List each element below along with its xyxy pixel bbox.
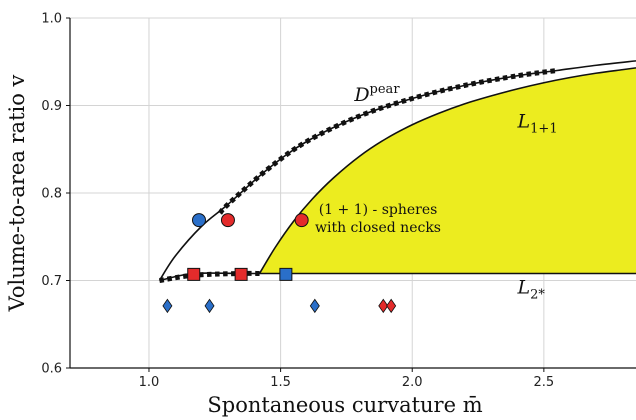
curve-label: L2* <box>517 277 546 303</box>
series-1-solid <box>159 272 636 282</box>
diamond-marker <box>386 298 397 314</box>
x-tick-label: 2.5 <box>534 375 555 390</box>
region-fill <box>259 67 636 274</box>
curve-label: Dpear <box>353 82 400 106</box>
x-tick-label: 1.5 <box>270 375 291 390</box>
square-marker <box>279 267 293 281</box>
y-tick-label: 0.9 <box>41 99 62 114</box>
annotations: (1 + 1) - spheres with closed necks Dpear L… <box>315 82 558 303</box>
circle-marker <box>294 213 309 228</box>
region-label-line1: (1 + 1) - spheres <box>319 202 438 218</box>
series-0-solid <box>258 67 636 274</box>
y-tick-label: 1.0 <box>41 12 62 27</box>
y-tick-label: 0.7 <box>41 274 62 289</box>
diamond-marker <box>204 298 215 314</box>
square-marker <box>234 267 248 281</box>
markers <box>162 213 397 314</box>
x-axis-title: Spontaneous curvature m̄ <box>207 393 482 417</box>
y-tick-label: 0.6 <box>41 362 62 377</box>
diamond-marker <box>162 298 173 314</box>
series-2-dotted <box>159 270 260 283</box>
tick-labels: 1.0 1.5 2.0 2.5 0.6 0.7 0.8 0.9 1.0 <box>41 12 554 391</box>
circle-marker <box>220 213 235 228</box>
circle-marker <box>191 213 206 228</box>
neck-region-fill <box>259 67 636 274</box>
x-tick-label: 1.0 <box>139 375 160 390</box>
square-marker <box>187 267 201 281</box>
series-4-dotted <box>218 68 558 215</box>
x-tick-label: 2.0 <box>402 375 423 390</box>
region-label-line2: with closed necks <box>315 220 441 236</box>
plot-frame <box>66 17 636 372</box>
y-tick-label: 0.8 <box>41 187 62 202</box>
curve-label: L1+1 <box>517 110 558 136</box>
diamond-marker <box>378 298 389 314</box>
diamond-marker <box>309 298 320 314</box>
y-axis-title: Volume-to-area ratio v <box>5 74 29 312</box>
